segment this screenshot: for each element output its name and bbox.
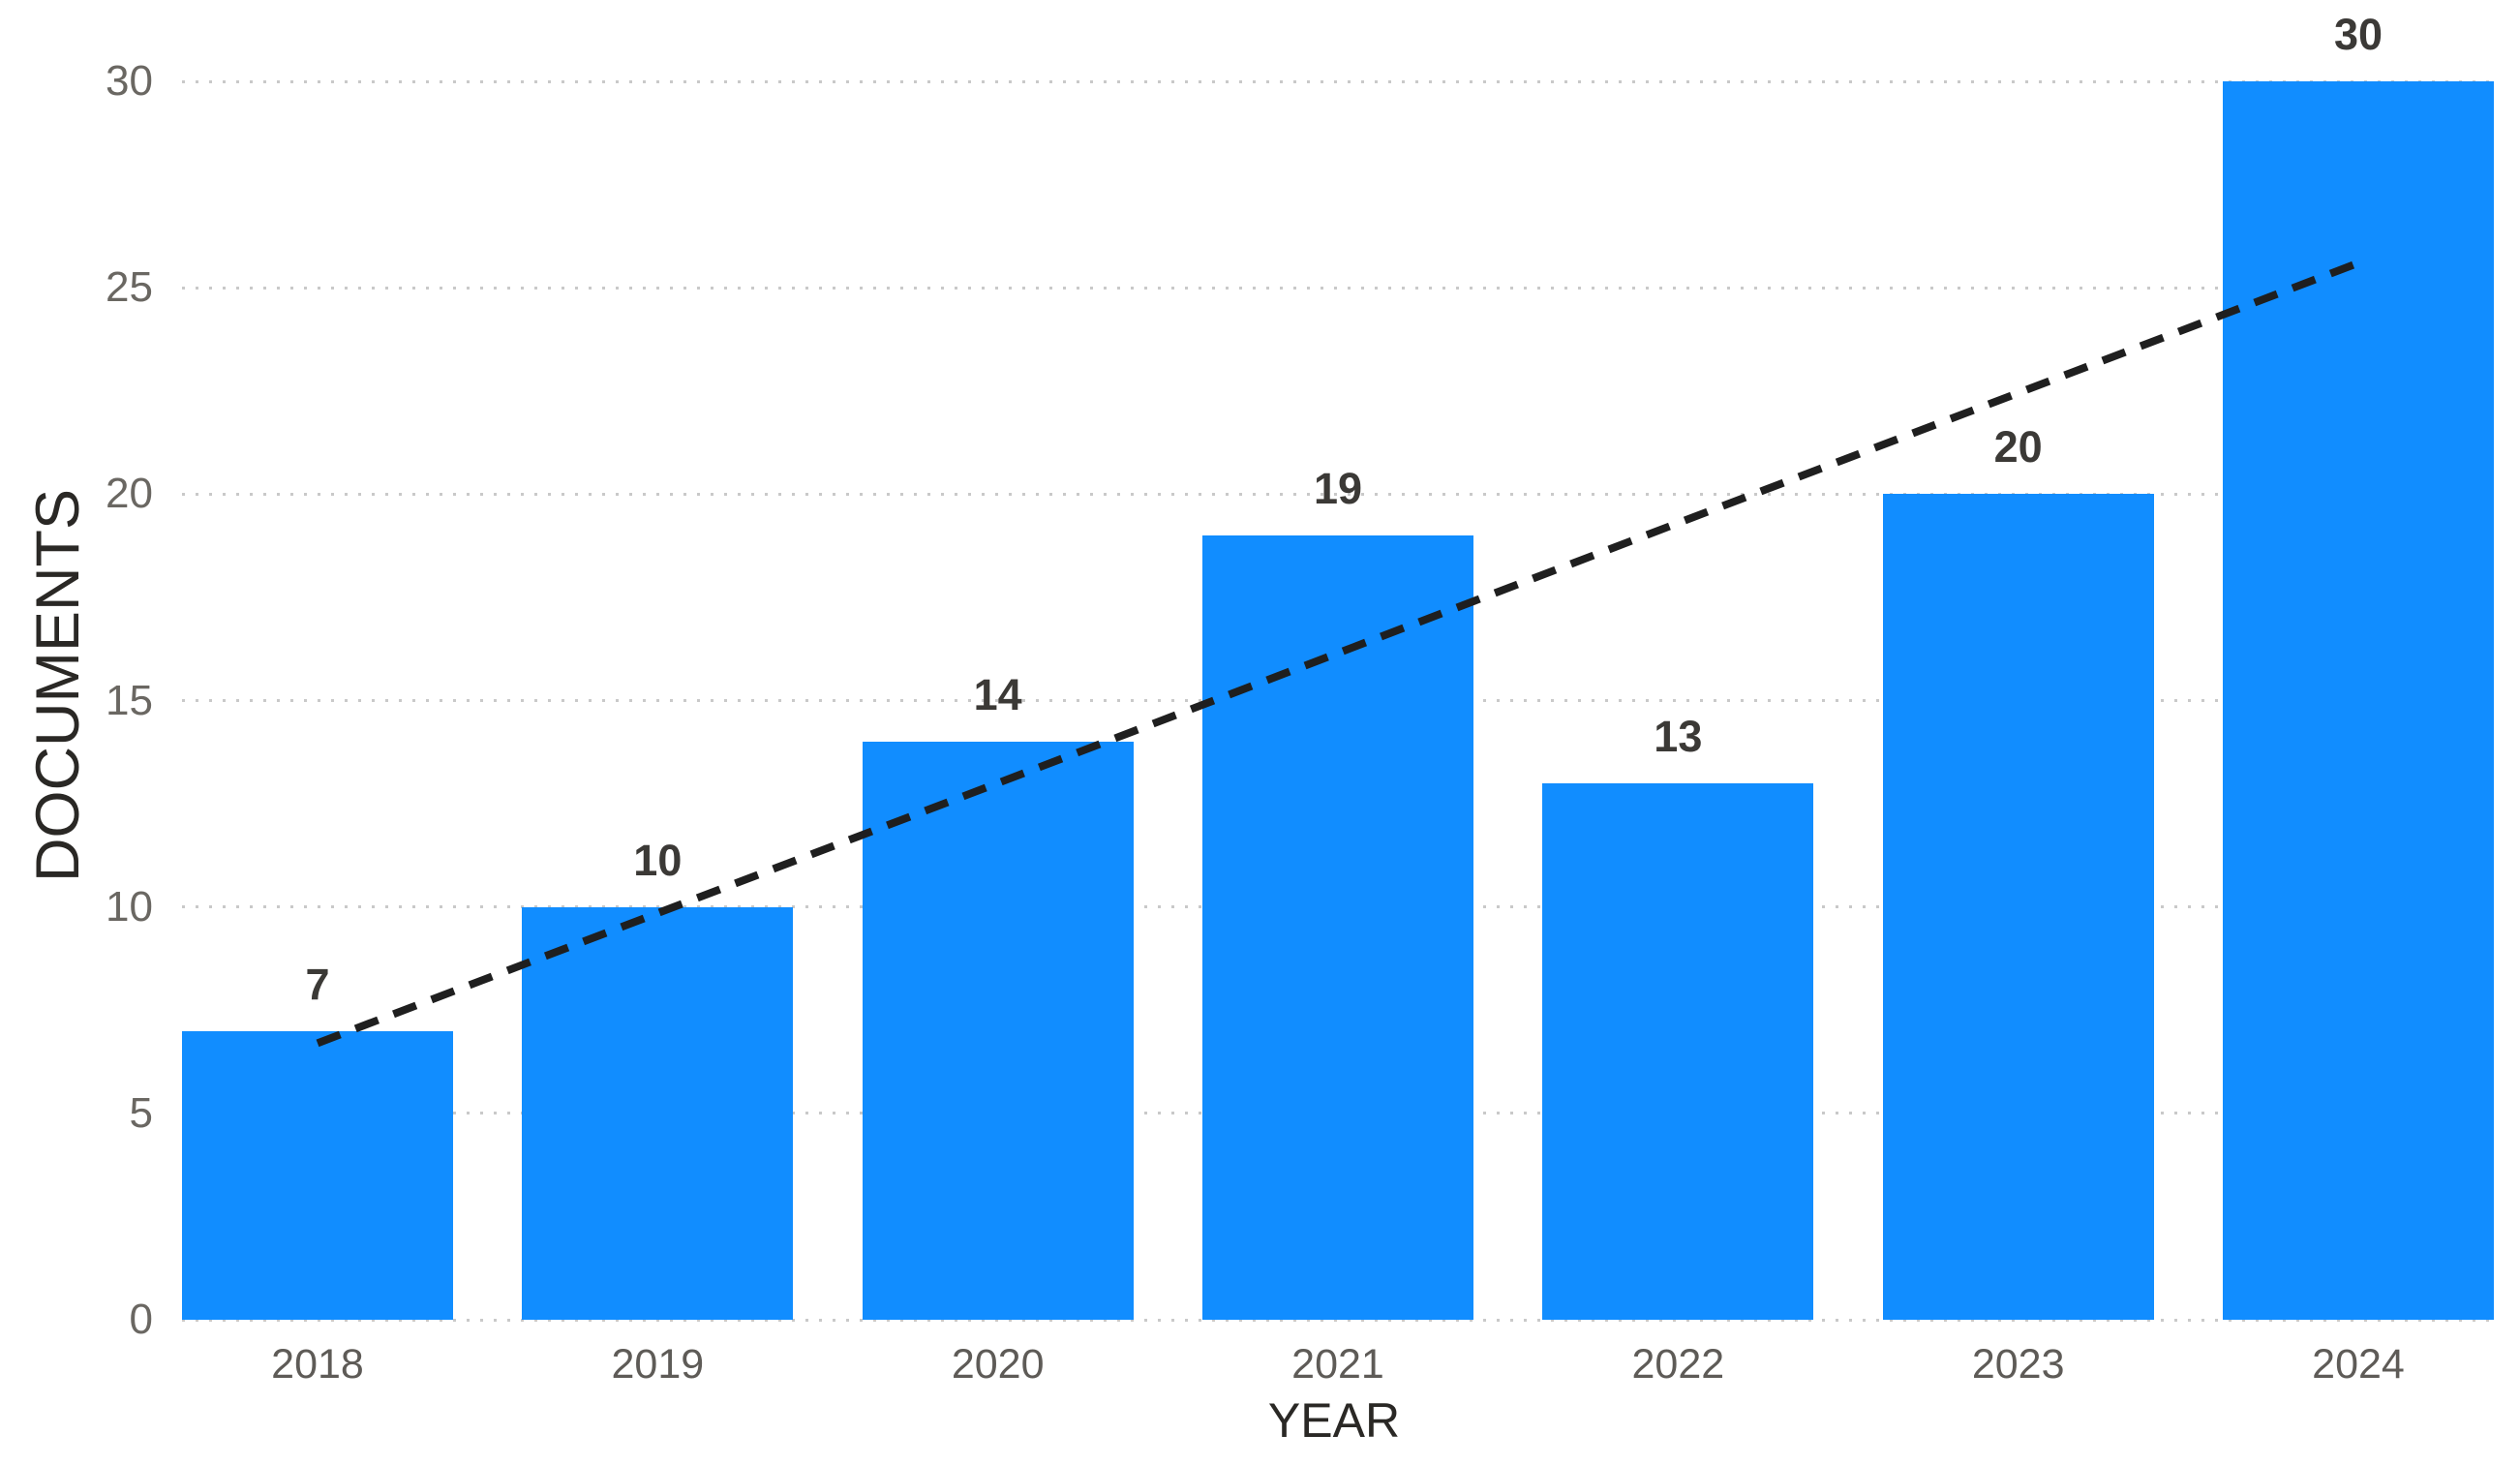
y-tick-label-20: 20 [106,470,153,518]
bar-2023[interactable] [1882,494,2154,1320]
x-tick-label-2018: 2018 [271,1341,364,1388]
x-tick-label-2024: 2024 [2312,1341,2405,1388]
bar-value-label-2019: 10 [633,835,683,885]
x-tick-label-2022: 2022 [1631,1341,1725,1388]
plot-area [182,79,2494,1322]
bar-value-label-2022: 13 [1654,711,1703,761]
gridline-y-0 [182,1318,2494,1322]
x-tick-label-2021: 2021 [1291,1341,1384,1388]
bar-2021[interactable] [1202,534,1473,1320]
y-tick-label-5: 5 [129,1088,153,1137]
bar-2019[interactable] [522,906,794,1320]
y-tick-label-10: 10 [106,882,153,931]
bar-2018[interactable] [182,1030,453,1320]
bar-2022[interactable] [1542,782,1814,1320]
bar-value-label-2023: 20 [1993,422,2043,473]
gridline-y-20 [182,492,2494,496]
x-tick-label-2023: 2023 [1971,1341,2065,1388]
bar-value-label-2018: 7 [305,959,330,1009]
y-axis-title: DOCUMENTS [24,489,92,882]
y-tick-label-25: 25 [106,263,153,312]
gridline-y-25 [182,286,2494,290]
y-tick-label-0: 0 [129,1296,153,1343]
bar-2020[interactable] [862,742,1134,1320]
x-tick-label-2019: 2019 [611,1341,705,1388]
y-tick-label-30: 30 [106,57,153,105]
x-tick-label-2020: 2020 [951,1341,1045,1388]
x-axis-title: YEAR [1267,1393,1401,1448]
bar-value-label-2024: 30 [2333,10,2383,59]
trend-line [316,259,2360,1048]
bar-value-label-2021: 19 [1313,463,1363,513]
bar-value-label-2020: 14 [973,670,1022,720]
trendline-layer [316,259,2360,1048]
bar-2024[interactable] [2223,81,2494,1320]
y-tick-label-15: 15 [106,676,153,724]
gridline-y-30 [182,79,2494,83]
